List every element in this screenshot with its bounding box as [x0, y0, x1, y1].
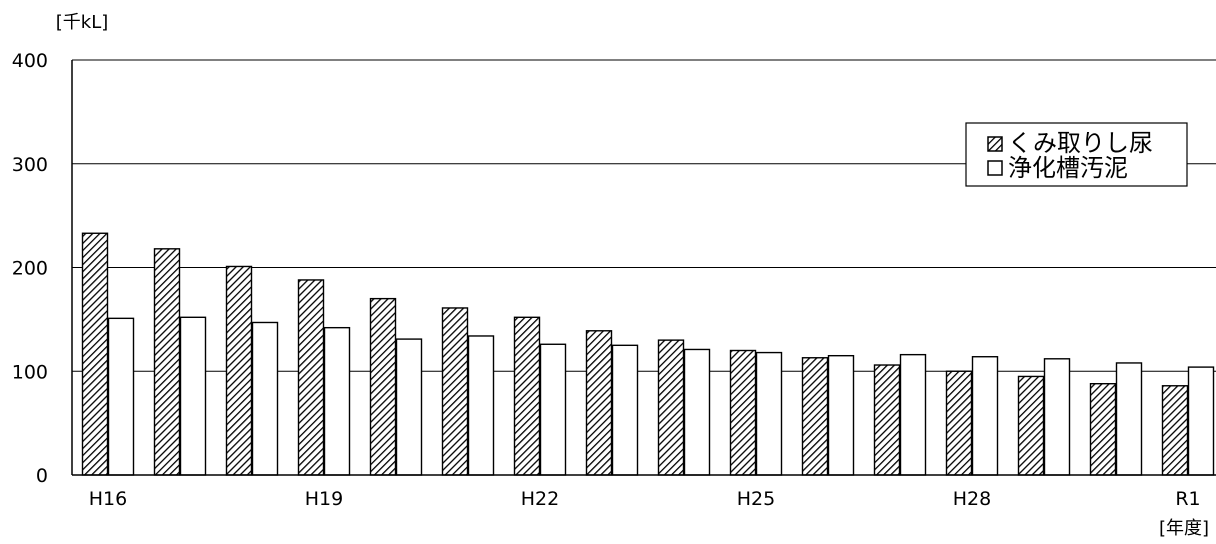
bar-kumitori	[729, 349, 757, 476]
gridlines	[72, 59, 1216, 372]
y-tick-label: 400	[12, 50, 48, 72]
x-tick-label: H25	[737, 488, 775, 510]
bar-kumitori	[945, 370, 973, 476]
bar-jokaso	[1187, 366, 1215, 476]
bar-kumitori	[585, 330, 613, 476]
bar-jokaso	[827, 354, 855, 476]
legend-swatch-jokaso	[987, 160, 1003, 176]
bar-jokaso	[107, 317, 135, 476]
bar-jokaso	[539, 343, 567, 476]
bar-kumitori	[1017, 375, 1045, 476]
y-axis-ticks: 0 100 200 300 400	[12, 50, 48, 487]
bar-jokaso	[323, 326, 351, 476]
bar-jokaso	[971, 356, 999, 476]
x-axis-unit-label: [年度]	[1159, 518, 1209, 539]
bar-kumitori	[1089, 383, 1117, 476]
legend-label-jokaso: 浄化槽汚泥	[1008, 154, 1128, 182]
bar-jokaso	[1043, 358, 1071, 476]
bar-kumitori	[801, 357, 829, 476]
bar-jokaso	[1115, 362, 1143, 476]
x-axis-ticks: H16 H19 H22 H25 H28 R1	[89, 488, 1201, 510]
bar-jokaso	[395, 338, 423, 476]
x-tick-label: H16	[89, 488, 127, 510]
y-tick-label: 300	[12, 154, 48, 176]
bar-kumitori	[441, 307, 469, 476]
y-axis-unit-label: [千kL]	[56, 12, 109, 33]
bar-jokaso	[251, 321, 279, 476]
y-tick-label: 200	[12, 258, 48, 280]
legend-swatch-kumitori	[987, 136, 1003, 152]
bar-jokaso	[179, 316, 207, 476]
bar-jokaso	[755, 351, 783, 476]
x-tick-label: H22	[521, 488, 559, 510]
legend-label-kumitori: くみ取りし尿	[1008, 129, 1153, 157]
bar-kumitori	[873, 364, 901, 476]
bar-kumitori	[1161, 385, 1189, 476]
legend: くみ取りし尿 浄化槽汚泥	[965, 122, 1188, 187]
y-tick-label: 0	[36, 465, 48, 487]
x-tick-label: R1	[1175, 488, 1200, 510]
legend-box	[965, 122, 1188, 187]
bar-kumitori	[225, 265, 253, 476]
bar-jokaso	[467, 335, 495, 476]
bar-jokaso	[611, 344, 639, 476]
y-tick-label: 100	[12, 361, 48, 383]
bar-kumitori	[513, 316, 541, 476]
bar-jokaso	[683, 348, 711, 476]
bar-kumitori	[153, 248, 181, 476]
x-tick-label: H28	[953, 488, 991, 510]
bars	[81, 232, 1215, 476]
bar-jokaso	[899, 353, 927, 476]
bar-kumitori	[297, 279, 325, 476]
bar-kumitori	[369, 297, 397, 476]
x-tick-label: H19	[305, 488, 343, 510]
bar-kumitori	[657, 339, 685, 476]
bar-kumitori	[81, 232, 109, 476]
